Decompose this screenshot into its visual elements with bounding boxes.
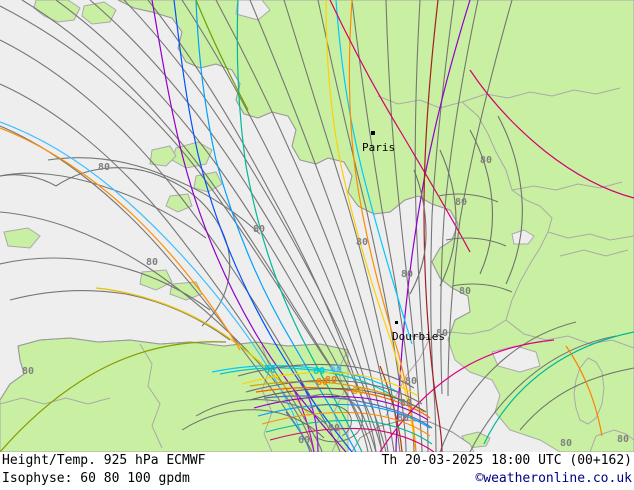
land-patch-d bbox=[3, 227, 41, 249]
map-graphics bbox=[0, 0, 634, 452]
land-britain bbox=[33, 0, 81, 23]
border-it-at bbox=[559, 249, 629, 257]
border-fr-es bbox=[409, 319, 507, 339]
contour-right-isohypses bbox=[409, 115, 523, 295]
map-canvas[interactable]: Paris Dourbies 80 80 80 80 80 80 80 80 8… bbox=[0, 0, 634, 452]
land-ireland bbox=[81, 1, 117, 25]
border-inner-6 bbox=[0, 397, 111, 405]
land-patch-e bbox=[139, 269, 173, 291]
border-inner-5 bbox=[331, 349, 349, 452]
sea-inlet-alps-lake bbox=[511, 229, 535, 245]
footer-product-title: Height/Temp. 925 hPa ECMWF bbox=[2, 453, 206, 468]
border-fr-de bbox=[461, 101, 513, 191]
border-inner-4 bbox=[139, 343, 163, 449]
contour-low-curls bbox=[181, 393, 363, 443]
footer-valid-time: Th 20-03-2025 18:00 UTC (00+162) bbox=[381, 453, 632, 468]
border-fr-be bbox=[377, 95, 463, 109]
contour-bundle-gray bbox=[0, 0, 634, 452]
coast-iberia-north bbox=[0, 337, 349, 401]
contour-closed-80 bbox=[0, 167, 231, 327]
land-patch-c bbox=[165, 193, 193, 213]
border-ch-it bbox=[547, 231, 634, 241]
border-fr-it bbox=[505, 231, 549, 321]
map-footer: Height/Temp. 925 hPa ECMWF Isophyse: 60 … bbox=[0, 452, 634, 490]
land-sardinia bbox=[589, 429, 634, 452]
contour-members-colored bbox=[0, 0, 634, 452]
footer-copyright-link[interactable]: ©weatheronline.co.uk bbox=[475, 471, 632, 486]
border-inner-3 bbox=[261, 345, 273, 452]
border-de-nl bbox=[461, 87, 621, 103]
land-corsica bbox=[573, 357, 605, 425]
border-inner-1 bbox=[505, 319, 634, 349]
land-patch-f bbox=[169, 281, 203, 301]
sea-inlet-north bbox=[235, 0, 271, 21]
land-patch-a bbox=[149, 145, 177, 167]
footer-isopleth-legend: Isophyse: 60 80 100 gpdm bbox=[2, 471, 190, 486]
